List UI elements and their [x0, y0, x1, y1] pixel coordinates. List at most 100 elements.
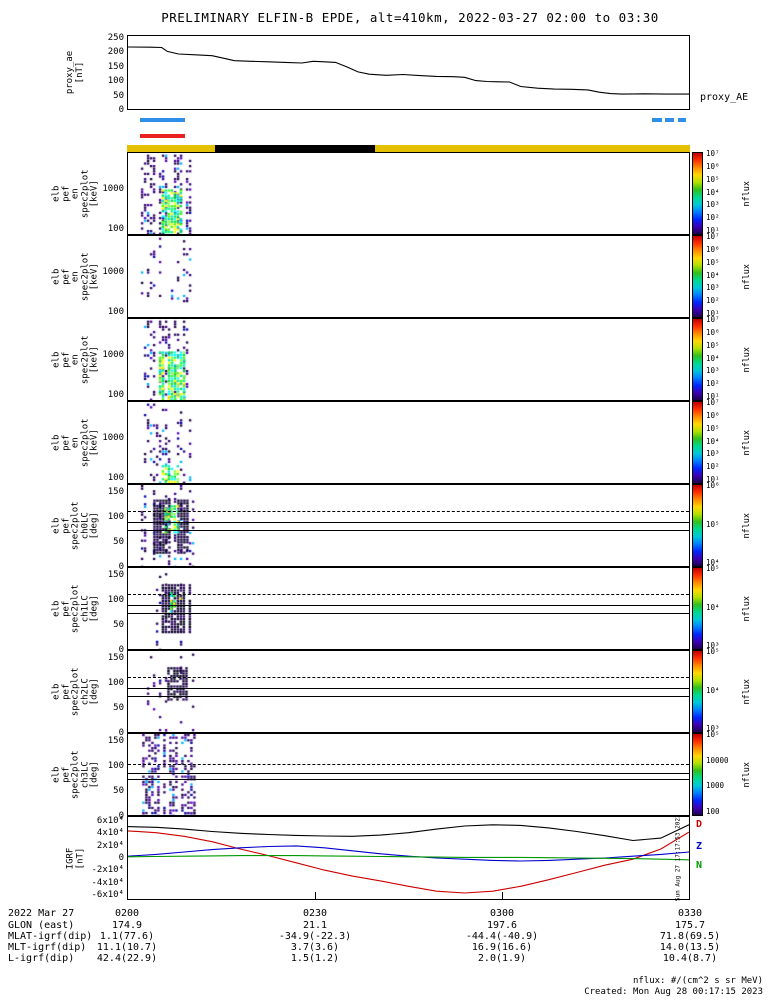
en-spec-2-colorbar-tick: 10⁶: [706, 245, 720, 254]
pa-spec-ch1lc-colorbar-tick: 10³: [706, 641, 720, 650]
pa-spec-ch2lc-spectrogram-canvas: [128, 651, 689, 732]
pa-spec-ch3lc-colorbar-unit: nflux: [740, 733, 756, 816]
en-spec-2-colorbar: [692, 235, 703, 318]
igrf-ytick: -6x10⁴: [91, 890, 124, 900]
pa-spec-ch3lc-plot-box: [127, 733, 690, 816]
igrf-ytick: -4x10⁴: [91, 878, 124, 888]
proxy-bar-red-segment: [140, 134, 185, 138]
pa-spec-ch1lc-spectrogram-canvas: [128, 568, 689, 649]
status-bar-black: [215, 145, 375, 152]
pa-spec-ch2lc-colorbar: [692, 650, 703, 733]
en-spec-2-colorbar-unit: nflux: [740, 235, 756, 318]
ephemeris-row-label: MLAT-igrf(dip): [8, 931, 93, 942]
pa-spec-ch2lc-colorbar-unit-text: nflux: [742, 678, 753, 705]
x-axis-time-label: 0230: [302, 908, 328, 919]
en-spec-1-colorbar-tick: 10⁶: [706, 162, 720, 171]
proxy-bar-blue-segment: [652, 118, 662, 122]
ephemeris-value: 21.1: [302, 920, 328, 931]
ephemeris-value: 2.0(1.9): [477, 953, 527, 964]
en-spec-1-colorbar-tick: 10³: [706, 200, 720, 209]
proxy-ae-ylabel-text: proxy_ae [nT]: [65, 50, 85, 95]
en-spec-1-colorbar-tick: 10⁵: [706, 175, 720, 184]
proxy-ae-ytick: 100: [107, 76, 124, 86]
pa-spec-ch1lc-ytick: 150: [107, 570, 124, 580]
en-spec-2-colorbar-tick: 10⁷: [706, 232, 720, 241]
pa-spec-ch1lc-colorbar-unit: nflux: [740, 567, 756, 650]
pa-spec-ch1lc-losscone-line-dashed: [128, 594, 689, 595]
pa-spec-ch3lc-ytick: 100: [107, 761, 124, 771]
en-spec-3-colorbar: [692, 318, 703, 401]
ephemeris-value: 16.9(16.6): [471, 942, 533, 953]
pa-spec-ch2lc-losscone-line-solid: [128, 688, 689, 689]
en-spec-3-ytick: 1000: [102, 350, 124, 360]
pa-spec-ch1lc-ytick: 50: [113, 620, 124, 630]
proxy-ae-ytick: 50: [113, 91, 124, 101]
proxy-ae-lines-svg: [128, 46, 689, 95]
en-spec-2-ytick: 1000: [102, 267, 124, 277]
en-spec-1-colorbar: [692, 152, 703, 235]
en-spec-2-colorbar-tick: 10⁵: [706, 258, 720, 267]
en-spec-4-spectrogram-canvas: [128, 402, 689, 483]
igrf-right-label-N: N: [696, 860, 703, 871]
pa-spec-ch2lc-colorbar-tick: 10⁴: [706, 686, 720, 695]
en-spec-4-colorbar-tick: 10³: [706, 449, 720, 458]
en-spec-4-colorbar-tick: 10⁶: [706, 411, 720, 420]
en-spec-1-ytick: 1000: [102, 184, 124, 194]
en-spec-2-ytick: 100: [107, 307, 124, 317]
en-spec-1-colorbar-unit-text: nflux: [742, 180, 753, 207]
pa-spec-ch1lc-colorbar: [692, 567, 703, 650]
pa-spec-ch0lc-ytick: 0: [118, 562, 124, 572]
pa-spec-ch1lc-colorbar-unit-text: nflux: [742, 595, 753, 622]
pa-spec-ch0lc-ytick: 100: [107, 512, 124, 522]
x-axis-tick: [315, 892, 316, 899]
igrf-ytick: 2x10⁴: [96, 841, 124, 851]
pa-spec-ch3lc-colorbar-tick: 10000: [706, 756, 729, 765]
pa-spec-ch0lc-plot-box: [127, 484, 690, 567]
igrf-series-B: [128, 824, 689, 842]
pa-spec-ch0lc-losscone-line-dashed: [128, 511, 689, 512]
en-spec-4-colorbar-tick: 10⁴: [706, 437, 720, 446]
pa-spec-ch0lc-colorbar-unit-text: nflux: [742, 512, 753, 539]
en-spec-1-colorbar-unit: nflux: [740, 152, 756, 235]
en-spec-3-colorbar-unit-text: nflux: [742, 346, 753, 373]
ephemeris-value: 1.1(77.6): [99, 931, 155, 942]
en-spec-1-plot-box: [127, 152, 690, 235]
en-spec-1-colorbar-tick: 10⁴: [706, 188, 720, 197]
created-note: Created: Mon Aug 28 00:17:15 2023: [584, 987, 763, 997]
ephemeris-value: 71.8(69.5): [659, 931, 721, 942]
x-axis-tick: [127, 892, 128, 899]
pa-spec-ch1lc-ytick: 100: [107, 595, 124, 605]
en-spec-3-plot-box: [127, 318, 690, 401]
pa-spec-ch3lc-spectrogram-canvas: [128, 734, 689, 815]
proxy-bar-blue-segment: [678, 118, 686, 122]
pa-spec-ch2lc-colorbar-tick: 10³: [706, 724, 720, 733]
pa-spec-ch2lc-losscone-line-dashed: [128, 677, 689, 678]
proxy-ae-ytick: 0: [118, 105, 124, 115]
en-spec-1-spectrogram-canvas: [128, 153, 689, 234]
pa-spec-ch3lc-colorbar-tick: 10⁵: [706, 730, 720, 739]
pa-spec-ch0lc-losscone-line-solid: [128, 530, 689, 531]
en-spec-3-ytick: 100: [107, 390, 124, 400]
pa-spec-ch1lc-losscone-line-solid: [128, 605, 689, 606]
en-spec-3-colorbar-tick: 10⁷: [706, 315, 720, 324]
pa-spec-ch3lc-ytick: 150: [107, 736, 124, 746]
igrf-ytick: 6x10⁴: [96, 816, 124, 826]
en-spec-4-colorbar-tick: 10²: [706, 462, 720, 471]
pa-spec-ch0lc-spectrogram-canvas: [128, 485, 689, 566]
pa-spec-ch0lc-ytick: 50: [113, 537, 124, 547]
en-spec-4-colorbar-tick: 10⁷: [706, 398, 720, 407]
x-axis-tick: [502, 892, 503, 899]
en-spec-3-colorbar-unit: nflux: [740, 318, 756, 401]
x-axis-time-label: 0300: [489, 908, 515, 919]
pa-spec-ch0lc-colorbar: [692, 484, 703, 567]
ephemeris-value: 197.6: [486, 920, 518, 931]
en-spec-3-colorbar-tick: 10¹: [706, 392, 720, 401]
ephemeris-value: -34.9(-22.3): [278, 931, 352, 942]
pa-spec-ch1lc-plot-box: [127, 567, 690, 650]
ephemeris-row-label: GLON (east): [8, 920, 75, 931]
x-axis-time-label: 0330: [677, 908, 703, 919]
pa-spec-ch0lc-losscone-line-solid: [128, 522, 689, 523]
ephemeris-value: 14.0(13.5): [659, 942, 721, 953]
pa-spec-ch2lc-ytick: 0: [118, 728, 124, 738]
pa-spec-ch1lc-ytick: 0: [118, 645, 124, 655]
